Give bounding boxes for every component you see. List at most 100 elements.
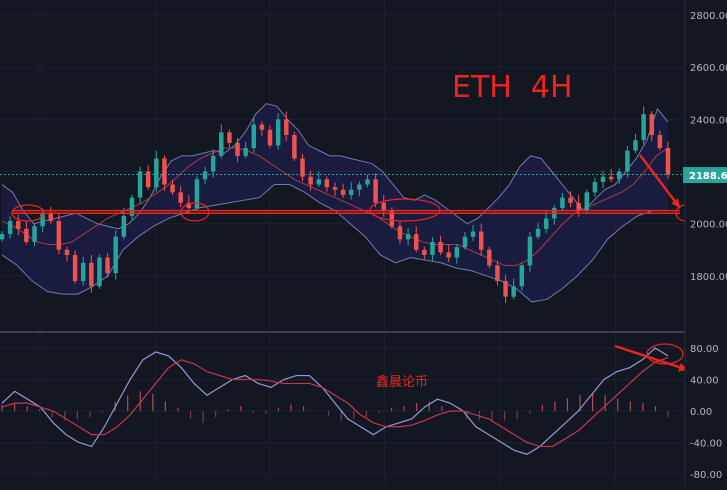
last-price-badge [683, 167, 727, 183]
candle-body [72, 254, 78, 282]
candle-body [365, 179, 370, 185]
price-tick-label: 2000.00 [690, 220, 727, 231]
candle-body [608, 176, 614, 180]
candle-body [397, 226, 403, 240]
candle-body [519, 265, 525, 287]
price-axis [685, 0, 727, 486]
candle-body [430, 241, 435, 255]
candle-body [113, 236, 118, 274]
candle-body [641, 114, 646, 141]
candle-body [137, 171, 143, 198]
candle-body [478, 231, 484, 250]
candle-body [178, 192, 183, 203]
candle-body [154, 158, 159, 188]
candle-body [194, 179, 200, 209]
candle-body [633, 140, 638, 151]
support-circle [11, 204, 45, 222]
candle-body [202, 171, 208, 180]
bollinger-middle-line [1, 147, 669, 266]
candle-body [527, 236, 533, 266]
candle-body [64, 249, 70, 255]
candle-body [462, 236, 468, 248]
candle-body [145, 171, 151, 188]
support-circle [180, 202, 210, 222]
candle-body [568, 197, 573, 203]
candle-body [389, 210, 395, 227]
candle-body [560, 197, 565, 209]
candle-body [446, 252, 451, 258]
candle-body [105, 257, 110, 274]
candle-body [300, 158, 305, 177]
candle-body [227, 132, 232, 143]
macd-down-arrow [614, 344, 689, 372]
candle-body [267, 129, 273, 146]
candle-body [422, 249, 427, 255]
bollinger-fill [2, 103, 668, 302]
macd-fast-line [1, 347, 669, 455]
candle-body [97, 257, 102, 287]
price-tick-label: 1800.00 [690, 272, 727, 283]
candlesticks [0, 106, 671, 303]
candle-body [308, 176, 313, 185]
candle-body [340, 189, 346, 195]
macd-pane [0, 334, 685, 486]
bollinger-upper-line [1, 103, 669, 230]
candle-body [0, 234, 5, 240]
price-tick-label: 2600.00 [690, 63, 727, 74]
candle-body [16, 221, 21, 229]
macd-tick-label: -40.00 [690, 439, 722, 450]
candle-body [381, 202, 386, 211]
down-arrow [639, 154, 681, 209]
candle-body [649, 114, 654, 135]
chart-title: ETH 4H [452, 70, 573, 105]
macd-slow-line [1, 356, 669, 448]
support-circle [369, 198, 441, 222]
macd-indicator [1, 347, 669, 455]
candle-body [503, 281, 508, 297]
candle-body [275, 119, 281, 146]
watermark-label: 鑫晨论币 [376, 374, 428, 390]
candle-body [243, 148, 248, 156]
candle-body [316, 179, 321, 185]
macd-tick-label: 0.00 [690, 407, 712, 418]
candle-body [80, 262, 86, 282]
candle-body [89, 262, 94, 287]
candle-body [162, 158, 167, 185]
candle-body [24, 228, 29, 242]
candle-body [600, 176, 606, 182]
candle-body [454, 247, 460, 258]
price-tick-label: 2800.00 [690, 11, 727, 22]
candle-body [292, 134, 297, 159]
price-tick-label: 2400.00 [690, 115, 727, 126]
candle-body [584, 192, 590, 211]
candle-body [470, 231, 476, 237]
macd-tick-label: -80.00 [690, 470, 722, 481]
candle-body [405, 234, 411, 240]
candle-body [32, 226, 37, 242]
candle-body [7, 221, 13, 235]
candle-body [592, 181, 598, 193]
candle-body [186, 202, 192, 209]
candle-body [121, 215, 127, 237]
candle-body [129, 197, 135, 216]
candle-body [324, 179, 330, 188]
last-price-label: 2188.60 [689, 171, 727, 182]
candle-body [219, 132, 224, 156]
candle-body [210, 155, 216, 172]
candle-body [251, 124, 257, 149]
candle-body [56, 221, 62, 250]
macd-peak-circle [646, 343, 684, 365]
candle-body [235, 142, 240, 156]
candle-body [332, 187, 338, 190]
macd-tick-label: 40.00 [690, 376, 719, 387]
candle-body [617, 171, 622, 180]
candle-body [373, 179, 378, 203]
candle-body [413, 234, 419, 250]
candle-body [349, 189, 354, 195]
candle-body [40, 213, 45, 227]
candle-body [487, 249, 492, 266]
candle-body [284, 119, 289, 135]
macd-tick-label: 80.00 [690, 344, 719, 355]
candle-body [511, 286, 516, 297]
